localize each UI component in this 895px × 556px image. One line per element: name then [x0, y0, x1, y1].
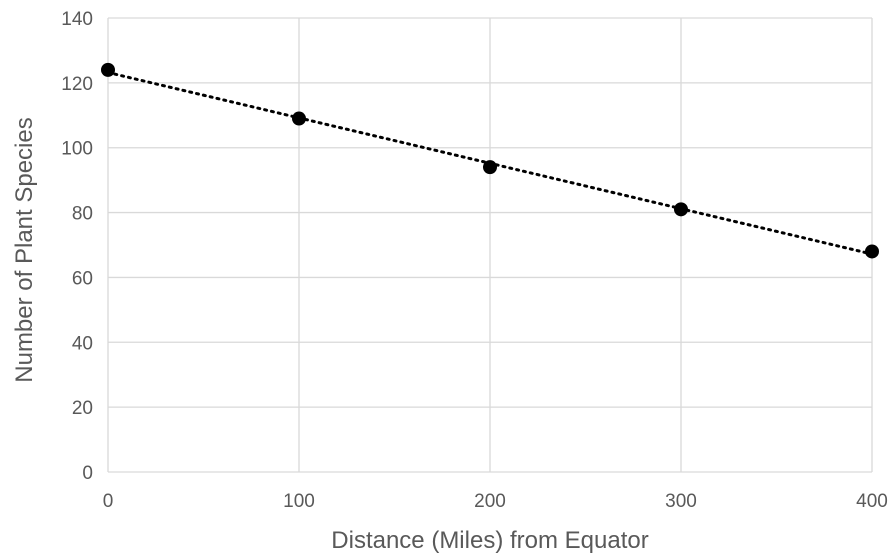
data-point [674, 202, 688, 217]
y-tick-label: 20 [72, 398, 93, 419]
y-axis-tick-labels: 0 20 40 60 80 100 120 140 [61, 9, 93, 484]
x-tick-label: 100 [283, 491, 315, 512]
y-tick-label: 60 [72, 268, 93, 289]
y-tick-label: 0 [82, 463, 93, 484]
y-axis-title: Number of Plant Species [11, 117, 38, 382]
data-point [483, 160, 497, 175]
y-tick-label: 100 [61, 139, 93, 160]
gridlines [107, 17, 873, 473]
y-tick-label: 80 [72, 204, 93, 225]
x-tick-label: 0 [103, 491, 114, 512]
y-tick-label: 40 [72, 333, 93, 354]
data-point [292, 111, 306, 126]
data-points [101, 62, 879, 259]
x-tick-label: 400 [856, 491, 888, 512]
y-tick-label: 120 [61, 74, 93, 95]
x-tick-label: 200 [474, 491, 506, 512]
x-axis-tick-labels: 0 100 200 300 400 [103, 491, 888, 512]
x-tick-label: 300 [665, 491, 697, 512]
y-tick-label: 140 [61, 9, 93, 30]
data-point [865, 244, 879, 259]
data-point [101, 62, 115, 77]
x-axis-title: Distance (Miles) from Equator [331, 527, 648, 554]
